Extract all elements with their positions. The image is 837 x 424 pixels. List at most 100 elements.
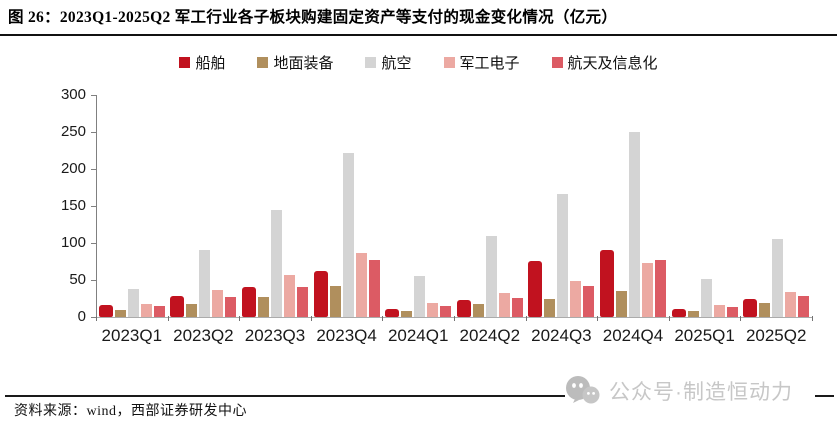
- bar-军工电子-2024Q4: [641, 262, 653, 317]
- y-tick-mark: [91, 317, 96, 318]
- bar-军工电子-2024Q3: [570, 280, 582, 317]
- y-tick-label: 150: [60, 197, 86, 214]
- x-tick-mark: [310, 316, 312, 321]
- bar-地面装备-2024Q4: [615, 291, 627, 317]
- title-divider: [0, 34, 837, 36]
- bar-军工电子-2023Q4: [355, 252, 367, 317]
- legend-label: 航天及信息化: [567, 55, 658, 72]
- bar-航天及信息化-2023Q3: [296, 286, 308, 317]
- bar-group-2025Q1: [669, 95, 741, 317]
- legend-item: 航空: [365, 52, 412, 73]
- x-tick-mark: [167, 316, 169, 321]
- bar-军工电子-2024Q1: [427, 302, 439, 317]
- bar-地面装备-2025Q1: [687, 311, 699, 317]
- x-tick-label: 2025Q1: [674, 326, 735, 345]
- bar-地面装备-2023Q2: [186, 304, 198, 317]
- legend-swatch: [179, 56, 191, 68]
- bar-航空-2023Q3: [270, 210, 282, 317]
- bar-航空-2024Q2: [485, 235, 497, 317]
- y-tick-mark: [91, 95, 96, 96]
- source-note: 资料来源：wind，西部证券研发中心: [14, 404, 247, 419]
- bar-group-2024Q2: [454, 95, 526, 317]
- bar-航空-2023Q4: [342, 152, 354, 317]
- y-tick-label: 200: [60, 160, 86, 177]
- x-tick-label: 2024Q4: [602, 326, 664, 345]
- x-tick-mark: [382, 316, 384, 321]
- bar-group-2024Q1: [382, 95, 454, 317]
- bar-地面装备-2024Q1: [401, 311, 413, 317]
- chart-legend: 船舶 地面装备 航空 军工电子 航天及信息化: [0, 52, 837, 72]
- bar-group-2023Q1: [96, 95, 168, 317]
- y-tick-label: 50: [69, 271, 86, 288]
- bar-航空-2025Q1: [700, 279, 712, 317]
- bar-船舶-2025Q1: [671, 308, 686, 317]
- bar-船舶-2024Q4: [599, 249, 614, 317]
- x-tick-label: 2024Q2: [459, 326, 521, 345]
- bar-地面装备-2023Q4: [329, 285, 341, 317]
- bar-地面装备-2023Q1: [114, 309, 126, 317]
- bar-船舶-2023Q1: [98, 305, 113, 317]
- bar-地面装备-2025Q2: [759, 302, 771, 317]
- legend-item: 军工电子: [443, 52, 520, 73]
- legend-label: 军工电子: [459, 55, 520, 72]
- y-axis-line: [96, 95, 97, 317]
- bar-军工电子-2025Q1: [713, 305, 725, 317]
- bar-group-2023Q3: [239, 95, 311, 317]
- y-tick-label: 100: [60, 234, 86, 251]
- wechat-icon: [566, 376, 600, 404]
- bar-航天及信息化-2023Q4: [368, 260, 380, 317]
- legend-item: 航天及信息化: [551, 52, 658, 73]
- x-tick-mark: [96, 316, 97, 321]
- y-tick-label: 0: [77, 308, 86, 325]
- bar-航天及信息化-2024Q3: [583, 285, 595, 317]
- x-tick-mark: [525, 316, 527, 321]
- x-tick-label: 2023Q3: [244, 326, 306, 345]
- bar-军工电子-2023Q1: [140, 304, 152, 317]
- bar-军工电子-2024Q2: [498, 292, 510, 317]
- y-tick-mark: [91, 280, 96, 281]
- y-tick-mark: [91, 243, 96, 244]
- bar-航天及信息化-2024Q2: [511, 297, 523, 317]
- bar-航空-2024Q3: [557, 194, 569, 317]
- x-tick-label: 2024Q1: [387, 326, 449, 345]
- legend-swatch: [551, 56, 563, 68]
- bar-地面装备-2024Q3: [544, 299, 556, 317]
- x-tick-label: 2024Q3: [531, 326, 592, 345]
- y-tick-label: 300: [60, 86, 86, 103]
- x-tick-mark: [597, 316, 599, 321]
- bar-group-2024Q4: [597, 95, 669, 317]
- watermark-text: 公众号·制造恒动力: [609, 381, 793, 404]
- x-tick-mark: [239, 316, 241, 321]
- bar-航天及信息化-2025Q2: [798, 296, 810, 317]
- y-tick-mark: [91, 169, 96, 170]
- bar-船舶-2023Q3: [241, 286, 256, 317]
- x-tick-mark: [668, 316, 670, 321]
- bar-group-2025Q2: [740, 95, 812, 317]
- bar-group-2023Q2: [168, 95, 240, 317]
- bar-航空-2025Q2: [772, 239, 784, 317]
- bar-军工电子-2025Q2: [785, 291, 797, 317]
- x-tick-label: 2023Q2: [173, 326, 234, 345]
- x-tick-mark: [454, 316, 455, 321]
- bar-船舶-2024Q3: [528, 260, 543, 317]
- bar-group-2024Q3: [526, 95, 598, 317]
- x-tick-label: 2023Q4: [316, 326, 377, 345]
- x-tick-mark: [740, 316, 742, 321]
- y-tick-mark: [91, 132, 96, 133]
- legend-label: 地面装备: [273, 55, 334, 72]
- bar-船舶-2023Q2: [170, 295, 185, 317]
- bar-船舶-2023Q4: [313, 271, 328, 317]
- bar-group-2023Q4: [311, 95, 383, 317]
- x-tick-label: 2023Q1: [101, 326, 163, 345]
- legend-label: 航空: [381, 55, 412, 72]
- bar-地面装备-2023Q3: [257, 297, 269, 317]
- bar-航空-2024Q1: [414, 275, 426, 317]
- bar-航天及信息化-2023Q2: [225, 297, 237, 317]
- bar-军工电子-2023Q3: [283, 274, 295, 317]
- legend-item: 地面装备: [257, 52, 333, 73]
- bar-航空-2024Q4: [628, 132, 640, 317]
- y-tick-label: 250: [60, 123, 86, 140]
- bar-船舶-2024Q1: [385, 308, 400, 317]
- legend-swatch: [365, 56, 377, 68]
